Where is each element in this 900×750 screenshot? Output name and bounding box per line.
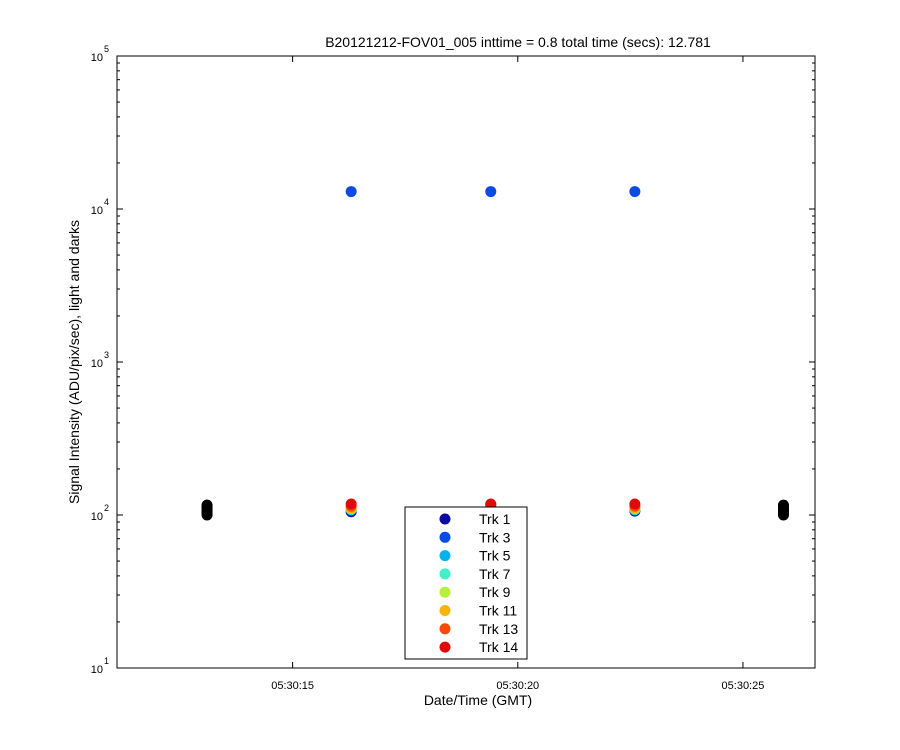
- data-point: [485, 186, 497, 198]
- legend-marker: [439, 550, 451, 562]
- legend-marker: [439, 641, 451, 653]
- data-point: [345, 186, 357, 198]
- data-point: [345, 498, 357, 510]
- legend-label: Trk 3: [479, 529, 511, 545]
- data-point: [629, 186, 641, 198]
- y-tick-label: 10: [91, 205, 103, 217]
- x-tick-label: 05:30:20: [496, 680, 539, 692]
- y-tick-exponent: 3: [104, 350, 109, 360]
- legend-label: Trk 5: [479, 548, 511, 564]
- x-axis-label: Date/Time (GMT): [424, 692, 532, 708]
- legend-label: Trk 9: [479, 584, 511, 600]
- data-points: [201, 186, 789, 521]
- y-tick-label: 10: [91, 52, 103, 64]
- y-tick-label: 10: [91, 664, 103, 676]
- legend-marker: [439, 568, 451, 580]
- y-tick-exponent: 5: [104, 44, 109, 54]
- chart-title: B20121212-FOV01_005 inttime = 0.8 total …: [325, 34, 711, 50]
- y-tick-exponent: 2: [104, 503, 109, 513]
- legend-marker: [439, 531, 451, 543]
- legend-marker: [439, 513, 451, 525]
- y-tick-exponent: 4: [104, 197, 109, 207]
- legend-label: Trk 14: [479, 639, 518, 655]
- dark-point: [201, 499, 213, 511]
- legend-label: Trk 13: [479, 621, 518, 637]
- y-tick-exponent: 1: [104, 656, 109, 666]
- data-point: [629, 498, 641, 510]
- legend: Trk 1 Trk 3 Trk 5 Trk 7 Trk 9 Trk 11 Trk 13 Trk…: [404, 506, 528, 660]
- legend-label: Trk 1: [479, 511, 511, 527]
- legend-marker: [439, 605, 451, 616]
- y-tick-label: 10: [91, 511, 103, 523]
- x-tick-label: 05:30:15: [271, 680, 314, 692]
- dark-point: [777, 499, 789, 511]
- legend-label: Trk 11: [479, 603, 517, 619]
- legend-marker: [439, 586, 451, 598]
- y-tick-label: 10: [91, 358, 103, 370]
- legend-box: [404, 506, 528, 660]
- legend-marker: [439, 623, 451, 635]
- y-axis-label: Signal Intensity (ADU/pix/sec), light an…: [66, 220, 82, 504]
- legend-label: Trk 7: [479, 566, 511, 582]
- x-tick-label: 05:30:25: [722, 680, 765, 692]
